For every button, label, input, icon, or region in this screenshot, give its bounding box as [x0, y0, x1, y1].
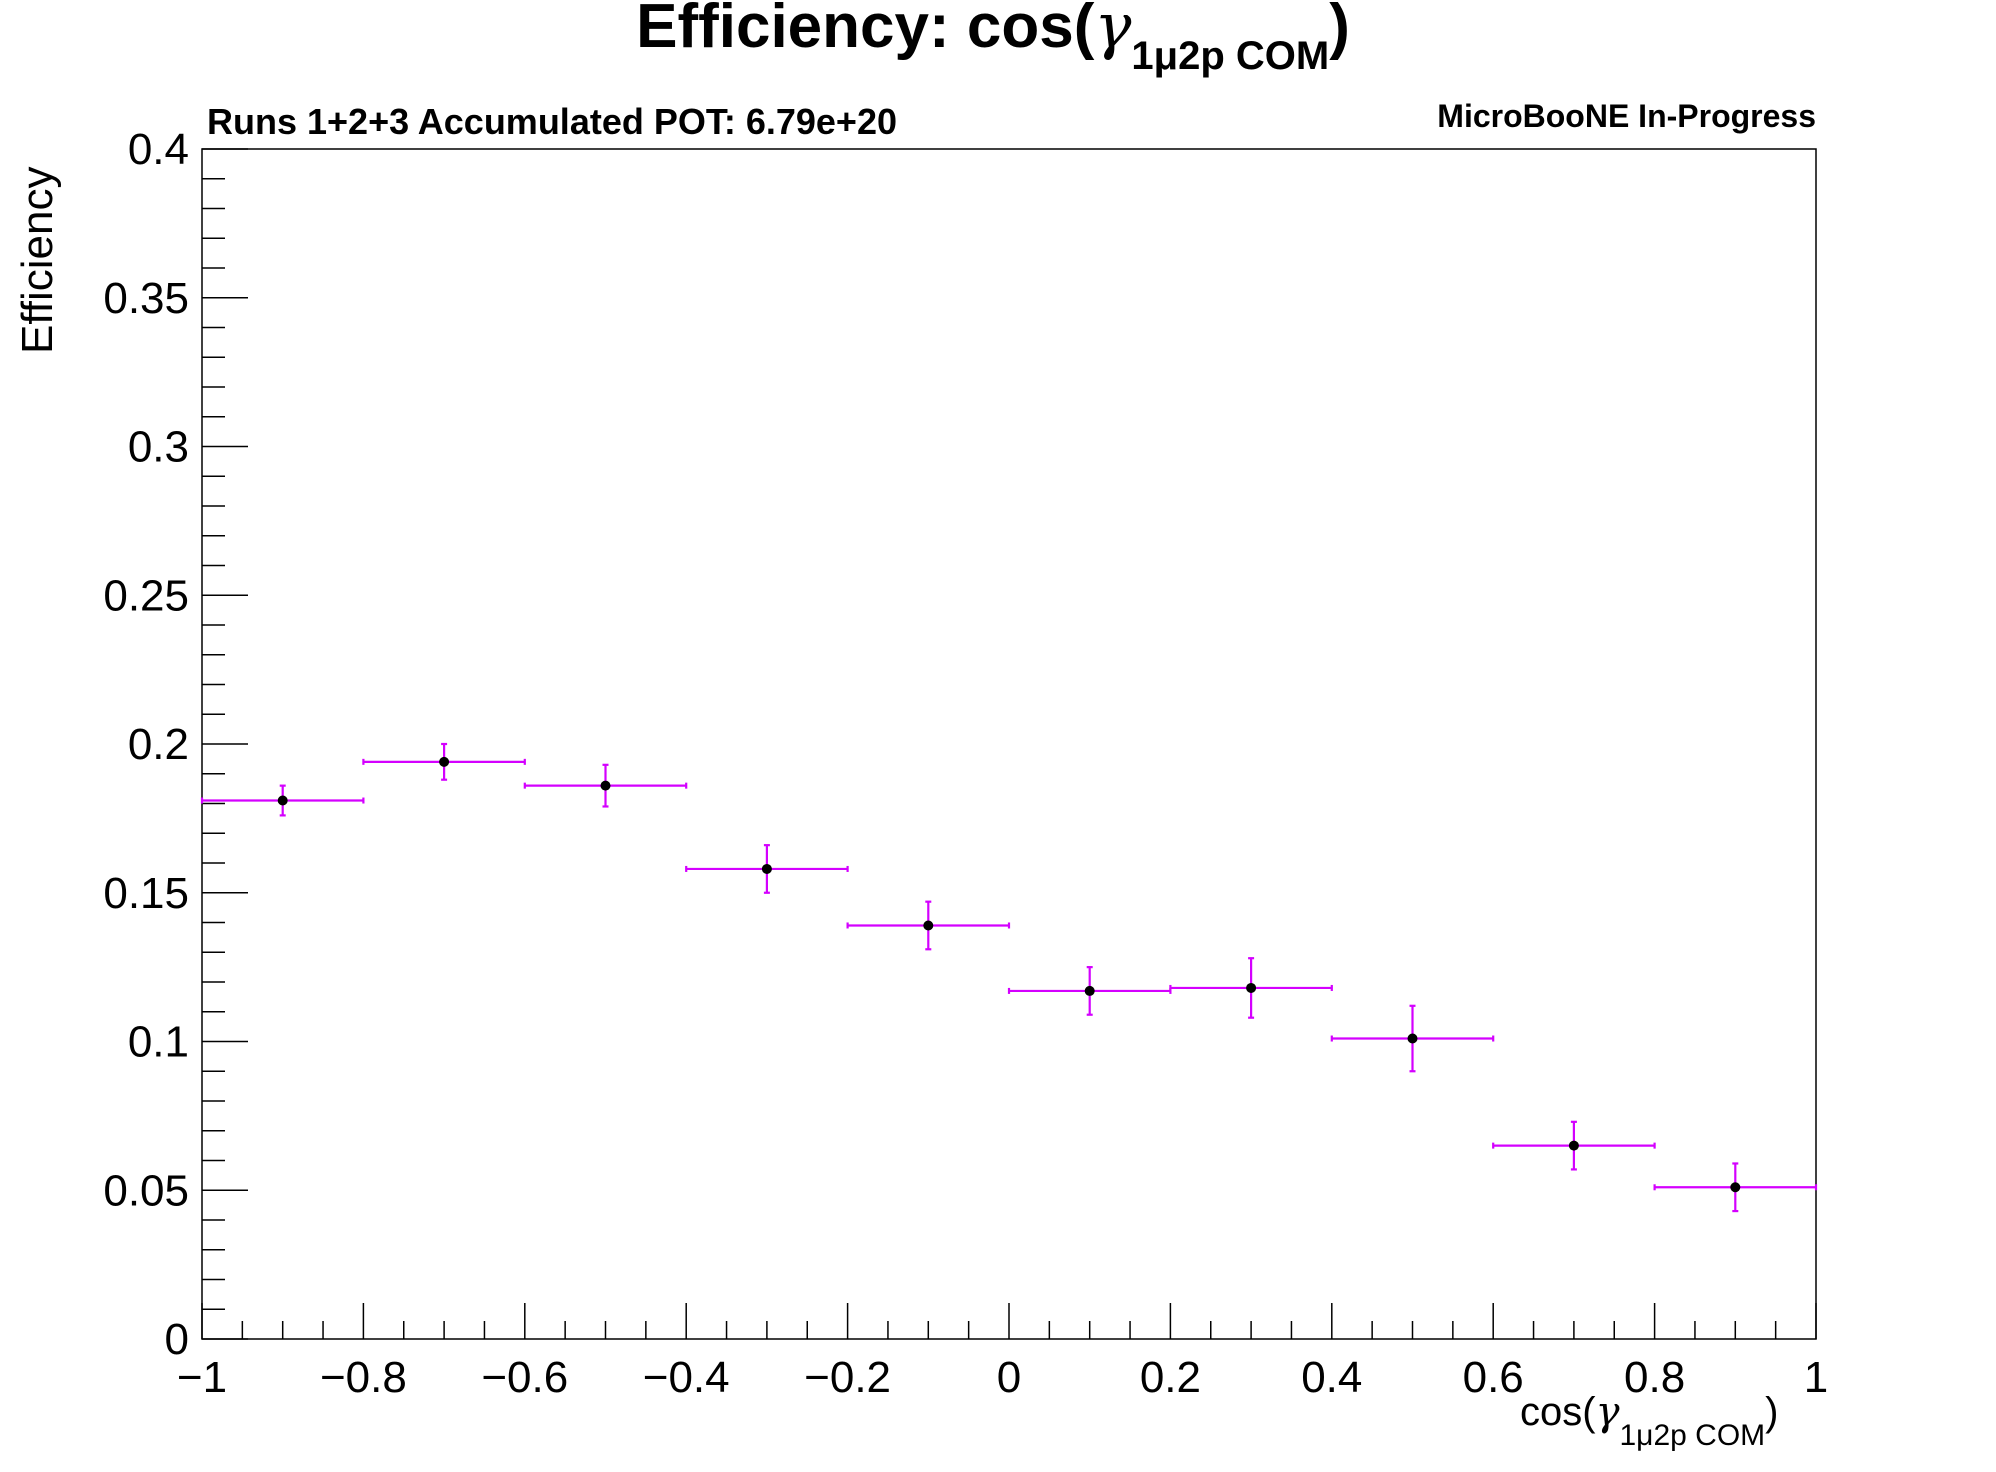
x-tick-label: 0.4 — [1301, 1353, 1362, 1402]
data-marker — [439, 756, 450, 767]
data-marker — [1730, 1182, 1741, 1193]
x-axis-title-subscript: 1μ2p COM — [1619, 1419, 1765, 1452]
runs-pot-label: Runs 1+2+3 Accumulated POT: 6.79e+20 — [207, 101, 897, 142]
x-tick-label: −1 — [177, 1353, 227, 1402]
x-tick-label: −0.6 — [481, 1353, 568, 1402]
data-marker — [761, 863, 772, 874]
data-point — [1169, 957, 1333, 1019]
x-tick-label: −0.8 — [320, 1353, 407, 1402]
data-point — [362, 742, 526, 781]
x-tick-label: −0.2 — [804, 1353, 891, 1402]
x-tick-label: 0.6 — [1463, 1353, 1524, 1402]
data-point — [523, 763, 688, 808]
x-tick-label: 1 — [1804, 1353, 1828, 1402]
y-tick-label: 0.2 — [128, 720, 189, 769]
data-marker — [1084, 985, 1095, 996]
x-axis-title: cos(γ1μ2p COM) — [1520, 1389, 1778, 1452]
data-marker — [600, 780, 611, 791]
y-tick-label: 0.3 — [128, 423, 189, 472]
efficiency-series — [200, 742, 1818, 1213]
y-axis-title: Efficiency — [13, 167, 62, 355]
chart-title: Efficiency: cos(γ1μ2p COM) — [636, 0, 1350, 78]
x-axis-title-greek: γ — [1596, 1389, 1620, 1435]
y-tick-label: 0.25 — [103, 571, 189, 620]
y-tick-label: 0 — [165, 1315, 189, 1364]
y-tick-label: 0.4 — [128, 125, 189, 174]
x-axis-title-main: cos( — [1520, 1390, 1596, 1434]
y-tick-label: 0.1 — [128, 1018, 189, 1067]
data-marker — [923, 920, 934, 931]
x-tick-label: 0 — [997, 1353, 1021, 1402]
microboone-label: MicroBooNE In-Progress — [1437, 98, 1816, 134]
data-marker — [1568, 1140, 1579, 1151]
x-tick-label: 0.8 — [1624, 1353, 1685, 1402]
data-point — [846, 900, 1011, 951]
y-tick-label: 0.05 — [103, 1166, 189, 1215]
chart-title-close: ) — [1329, 0, 1350, 61]
data-marker — [277, 795, 288, 806]
data-point — [1007, 966, 1172, 1016]
data-point — [200, 784, 365, 817]
y-tick-label: 0.15 — [103, 869, 189, 918]
x-tick-label: −0.4 — [643, 1353, 730, 1402]
y-tick-label: 0.35 — [103, 274, 189, 323]
x-tick-label: 0.2 — [1140, 1353, 1201, 1402]
chart-title-greek: γ — [1094, 0, 1132, 62]
x-axis-title-close: ) — [1765, 1390, 1778, 1434]
chart-title-main: Efficiency: cos( — [636, 0, 1095, 61]
y-axis: 0 0.05 0.1 0.15 0.2 0.25 0.3 0.35 0.4 — [103, 125, 248, 1364]
data-marker — [1407, 1033, 1418, 1044]
x-axis: −1 −0.8 −0.6 −0.4 −0.2 0 0.2 0.4 0.6 0.8 1 — [177, 1303, 1828, 1402]
data-point — [1330, 1004, 1495, 1073]
data-point — [1653, 1162, 1818, 1213]
data-point — [685, 844, 849, 894]
chart-title-subscript: 1μ2p COM — [1131, 34, 1329, 78]
data-marker — [1246, 982, 1257, 993]
data-point — [1492, 1120, 1656, 1171]
